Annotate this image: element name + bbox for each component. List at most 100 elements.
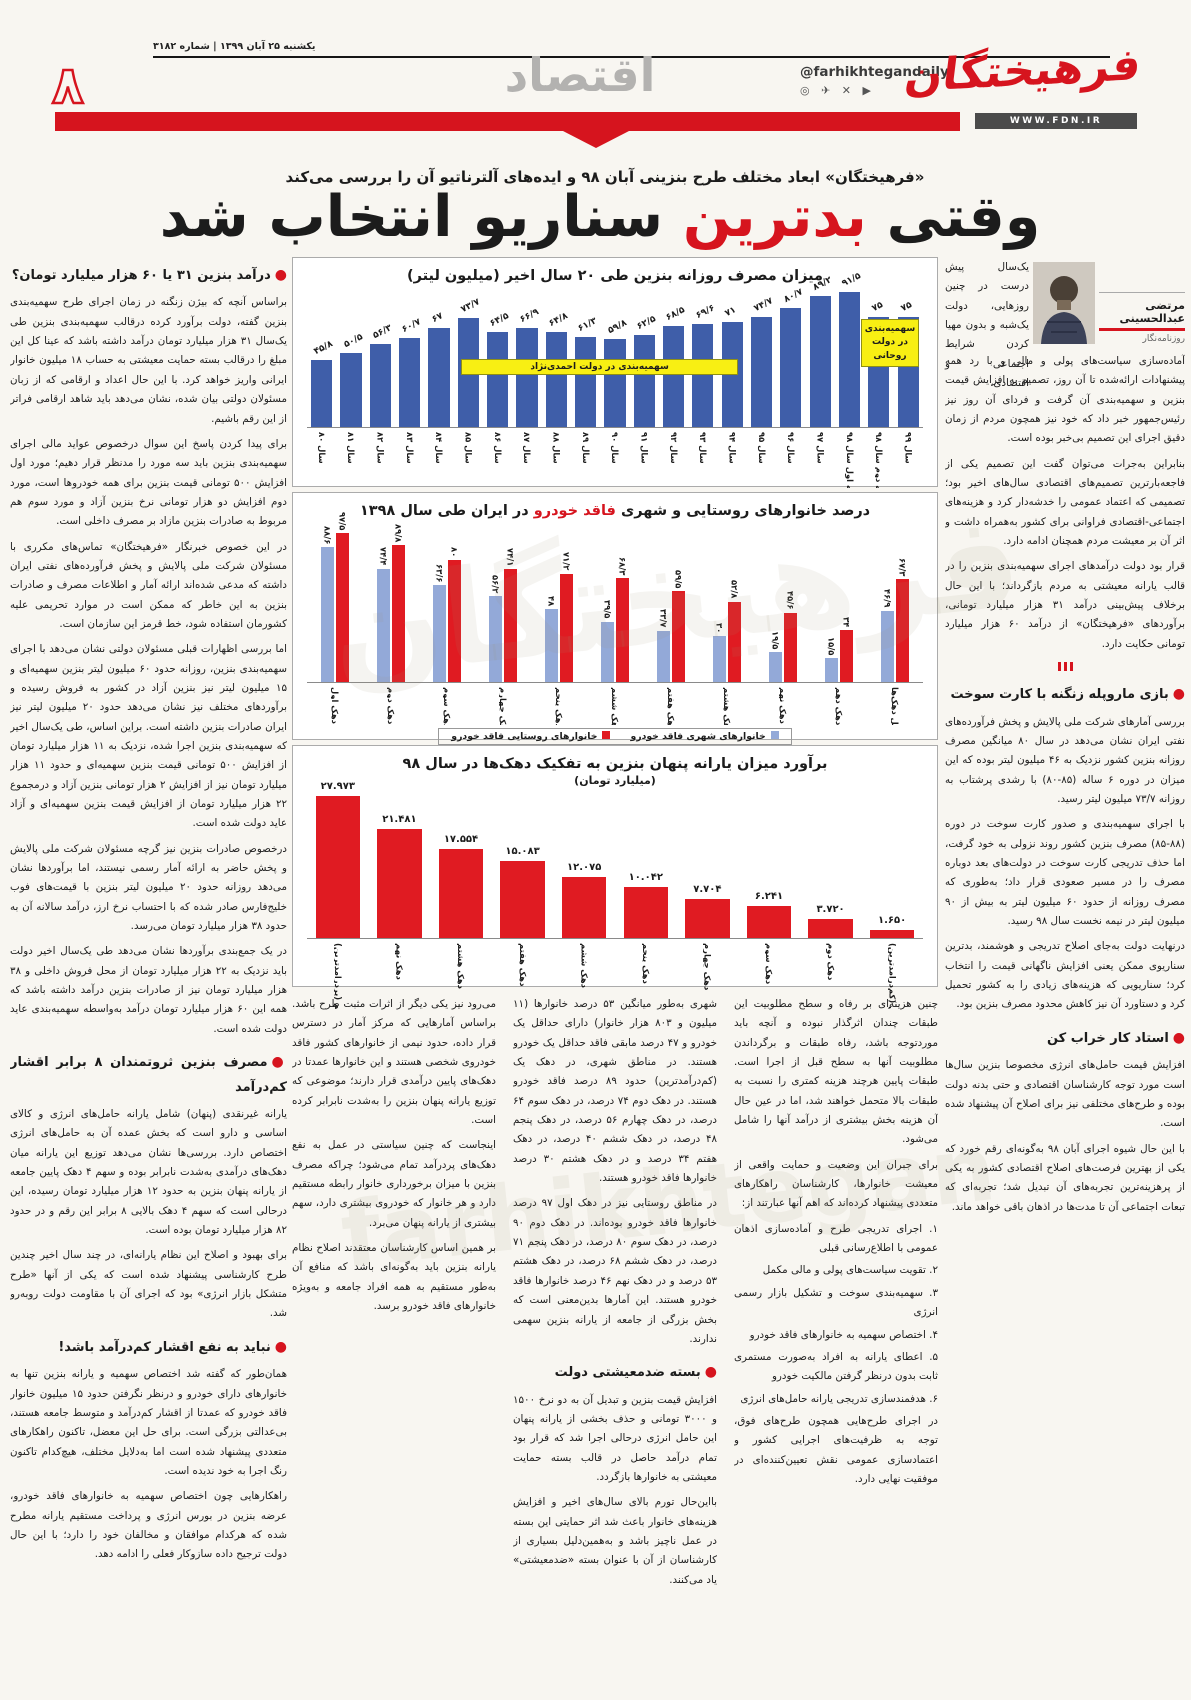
paragraph: راهکارهایی چون اختصاص سهمیه به خانوارهای… [10, 1490, 287, 1561]
bar-slot: ۶.۲۴۱ [738, 891, 800, 938]
paragraph: برای بهبود و اصلاح این نظام یارانه‌ای، د… [10, 1249, 287, 1320]
list-item: ۲. تقویت سیاست‌های پولی و مالی مکمل [762, 1264, 938, 1277]
bar-value-label: ۷۳/۷ [459, 297, 482, 316]
bar-slot: ۲۷.۹۷۳ [307, 781, 369, 938]
middle-column-center: شهری به‌طور میانگین ۵۳ درصد خانوارها (۱۱… [513, 995, 717, 1665]
author-portrait-icon [1033, 262, 1095, 344]
section-heading: ●بازی ماروپله زنگنه با کارت سوخت [950, 686, 1185, 703]
x-tick: دهک پنجم [531, 683, 587, 725]
bar: ۸۹/۸ [392, 524, 405, 682]
bar-value-label: ۳۹/۵ [602, 600, 613, 619]
bar: ۴۵/۶ [784, 591, 797, 682]
bar-value-label: ۵۹/۸ [606, 318, 629, 336]
bar-group: ۵۶/۲ ۷۴/۱ [475, 548, 531, 682]
x-tick-label: دهک نهم [778, 687, 788, 724]
website-url[interactable]: WWW.FDN.IR [975, 113, 1137, 129]
bar: ۷۱/۲ [560, 552, 573, 682]
heading-bullet-icon: ● [704, 1364, 717, 1381]
bar-slot: ۶۸/۵ [659, 305, 688, 427]
paragraph: آماده‌سازی سیاست‌های پولی و مالی و با رد… [945, 355, 1185, 445]
bar-value-label: ۳۴ [841, 616, 852, 628]
x-tick: میانگین کل دهک‌ها [867, 683, 923, 725]
bar-value-label: ۷.۷۰۴ [693, 883, 722, 895]
chart-gasoline-consumption: میزان مصرف روزانه بنزین طی ۲۰ سال اخیر (… [292, 257, 938, 488]
newspaper-logo: فرهیختگان [901, 39, 1144, 103]
x-tick: دهک چهارم [475, 683, 531, 725]
author-card: یک‌سال پیش درست در چنین روزهایی، دولت یک… [945, 250, 1185, 389]
headline-pre: وقتی [866, 184, 1042, 250]
list-item: ۴. اختصاص سهمیه به خانوارهای فاقد خودرو [749, 1328, 938, 1341]
bar: ۹۱/۵ [839, 271, 863, 427]
bar: ۵۲/۸ [728, 580, 741, 682]
paragraph: برای جبران این وضعیت و حمایت واقعی از مع… [734, 1158, 938, 1210]
bar-value-label: ۱۰.۰۴۲ [628, 871, 663, 883]
bar-group: ۱۵/۵ ۳۴ [811, 617, 867, 682]
bar: ۶۷ [428, 311, 450, 427]
bar-group: ۳۹/۵ ۶۸/۳ [587, 557, 643, 682]
header-rule [153, 56, 1110, 58]
bar-slot: ۶۷ [424, 311, 453, 427]
x-tick-label: دهک سوم [442, 687, 452, 725]
bar-value-label: ۶۱/۳ [576, 315, 600, 334]
bar: ۶۳/۶ [433, 564, 446, 682]
bar-value-label: ۹۷/۵ [337, 512, 348, 531]
author-name: مرتضی عبدالحسینی [1099, 299, 1185, 331]
chart1-title: میزان مصرف روزانه بنزین طی ۲۰ سال اخیر (… [406, 268, 824, 284]
bar: ۸۹/۲ [809, 275, 834, 427]
paragraph: بنابراین به‌جرات می‌توان گفت این تصمیم ی… [945, 457, 1185, 548]
bar: ۶۲/۵ [633, 314, 658, 427]
bar: ۷۴/۱ [504, 548, 517, 682]
section-heading: ●بسته ضدمعیشتی دولت [554, 1364, 717, 1381]
headline-post: سناریو انتخاب شد [159, 184, 683, 250]
paragraph: درخصوص صادرات بنزین نیز گرچه مسئولان شرک… [10, 842, 287, 933]
author-photo [1033, 262, 1095, 344]
bar: ۴۵/۸ [311, 339, 335, 427]
x-tick-label: سال ۹۶ [786, 432, 796, 464]
x-tick-label: دهک هفتم [666, 687, 676, 725]
bar-value-label: ۸۸/۶ [322, 525, 333, 544]
headline-red-word: بدترین [682, 184, 868, 250]
bar-group: ۴۸ ۷۱/۲ [531, 552, 587, 682]
list-item: ۱. اجرای تدریجی طرح و آماده‌سازی اذهان ع… [734, 1222, 938, 1255]
x-tick: سال ۸۹ [571, 428, 600, 488]
x-tick-label: دهک هشتم [722, 687, 732, 725]
bar-value-label: ۳.۷۲۰ [816, 904, 845, 916]
social-icons[interactable]: ◎ ✈ ✕ ▶ [800, 84, 875, 97]
x-tick-label: سال ۸۴ [434, 432, 444, 464]
bar-value-label: ۲۷.۹۷۳ [320, 780, 355, 792]
bar-value-label: ۱۵.۰۸۳ [505, 846, 540, 858]
heading-bullet-icon: ● [1172, 1029, 1185, 1046]
x-tick: دهک اول (کم‌درآمدترین) [861, 939, 923, 1009]
x-tick: سال ۸۰ [307, 428, 336, 488]
bar-value-label: ۱۵/۵ [826, 637, 837, 656]
chart2-legend: خانوارهای روستایی فاقد خودرو خانوارهای ش… [438, 728, 792, 745]
x-tick-label: سال ۹۰ [610, 432, 620, 464]
x-tick: سال ۹۰ [600, 428, 629, 488]
bar-value-label: ۶.۲۴۱ [754, 891, 784, 903]
x-tick: سال ۸۵ [454, 428, 483, 488]
paragraph: بااین‌حال تورم بالای سال‌های اخیر و افزا… [513, 1496, 717, 1586]
section-heading: ●استاد کار خراب کن [1046, 1029, 1185, 1046]
chart2-title: درصد خانوارهای روستایی و شهری فاقد خودرو… [307, 503, 923, 519]
bar-value-label: ۶۲/۵ [635, 314, 658, 332]
social-handle[interactable]: @farhikhtegandaily [800, 64, 949, 80]
list-item: ۳. سهمیه‌بندی سوخت و تشکیل بازار رسمی ان… [734, 1286, 938, 1319]
paragraph: در این خصوص خبرنگار «فرهیختگان» تماس‌های… [10, 540, 287, 630]
x-tick: دهک دوم [363, 683, 419, 725]
section-heading: ●درآمد بنزین ۳۱ یا ۶۰ هزار میلیارد تومان… [11, 267, 287, 283]
x-tick: دهک ششم [553, 939, 615, 1009]
x-tick-label: دهک چهارم [703, 943, 712, 991]
x-tick: سال ۹۱ [630, 428, 659, 488]
red-banner [55, 112, 960, 131]
bar-value-label: ۷۴/۷ [752, 296, 775, 314]
bar-slot: ۶۲/۵ [630, 314, 659, 427]
bar-slot: ۶۴/۸ [542, 311, 571, 427]
x-tick: دهک اول [307, 683, 363, 725]
bar-value-label: ۳۳/۷ [658, 609, 669, 628]
x-tick-label: دهک هشتم [456, 943, 466, 989]
chart1-plot: سهمیه‌بندی در دولت احمدی‌نژاد سهمیه‌بندی… [307, 271, 923, 428]
bar-slot: ۱۰.۰۴۲ [615, 872, 677, 938]
x-tick: دهک هفتم [492, 939, 554, 1009]
chart3-subtitle: (میلیارد تومان) [574, 774, 656, 787]
author-byline: مرتضی عبدالحسینی روزنامه‌نگار [1099, 292, 1185, 344]
